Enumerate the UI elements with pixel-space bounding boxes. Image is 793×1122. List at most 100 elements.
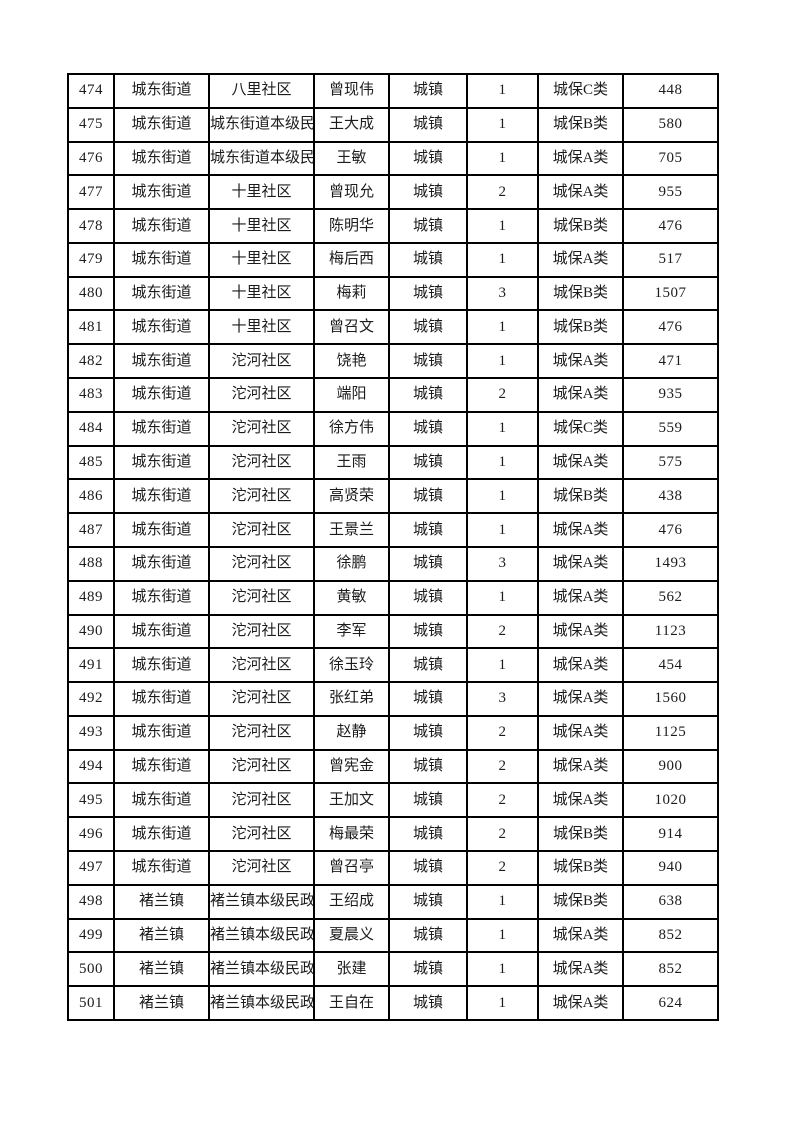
cell-person-count: 1 [466,512,539,548]
cell-street: 城东街道 [113,174,210,211]
cell-insurance-category: 城保A类 [537,512,624,548]
table-row: 481 城东街道 十里社区 曾召文 城镇 1 城保B类 476 [67,309,719,346]
cell-row-number: 495 [67,782,115,819]
cell-community: 十里社区 [208,174,315,211]
cell-household-type: 城镇 [388,478,468,515]
cell-community: 沱河社区 [208,613,315,650]
table-row: 475 城东街道 城东街道本级民政 王大成 城镇 1 城保B类 580 [67,106,719,143]
table-row: 501 褚兰镇 褚兰镇本级民政 王自在 城镇 1 城保A类 624 [67,985,719,1021]
cell-street: 褚兰镇 [113,985,210,1021]
cell-community: 褚兰镇本级民政 [208,985,315,1021]
cell-person-name: 陈明华 [313,208,390,244]
cell-person-count: 1 [466,647,539,684]
cell-community: 沱河社区 [208,512,315,548]
table-row: 487 城东街道 沱河社区 王景兰 城镇 1 城保A类 476 [67,512,719,548]
cell-community: 沱河社区 [208,647,315,684]
cell-street: 城东街道 [113,816,210,852]
cell-row-number: 494 [67,748,115,785]
cell-person-count: 1 [466,343,539,380]
cell-person-count: 2 [466,849,539,886]
cell-insurance-category: 城保B类 [537,106,624,143]
cell-person-name: 王绍成 [313,883,390,920]
cell-person-count: 3 [466,545,539,582]
cell-person-name: 徐鹏 [313,545,390,582]
cell-street: 褚兰镇 [113,883,210,920]
cell-household-type: 城镇 [388,681,468,717]
cell-person-count: 3 [466,275,539,312]
cell-row-number: 500 [67,951,115,988]
cell-row-number: 483 [67,377,115,413]
cell-amount: 580 [622,106,719,143]
cell-insurance-category: 城保A类 [537,545,624,582]
cell-row-number: 479 [67,241,115,278]
cell-person-name: 张建 [313,951,390,988]
cell-insurance-category: 城保A类 [537,241,624,278]
table-row: 485 城东街道 沱河社区 王雨 城镇 1 城保A类 575 [67,444,719,481]
cell-amount: 438 [622,478,719,515]
cell-street: 城东街道 [113,512,210,548]
cell-person-count: 1 [466,917,539,954]
cell-street: 城东街道 [113,241,210,278]
cell-street: 城东街道 [113,309,210,346]
cell-household-type: 城镇 [388,106,468,143]
cell-person-count: 2 [466,174,539,211]
cell-amount: 476 [622,512,719,548]
cell-amount: 1493 [622,545,719,582]
cell-person-name: 王景兰 [313,512,390,548]
table-row: 495 城东街道 沱河社区 王加文 城镇 2 城保A类 1020 [67,782,719,819]
cell-community: 褚兰镇本级民政 [208,951,315,988]
cell-person-count: 2 [466,377,539,413]
cell-person-name: 曾召文 [313,309,390,346]
table-row: 478 城东街道 十里社区 陈明华 城镇 1 城保B类 476 [67,208,719,244]
cell-street: 褚兰镇 [113,951,210,988]
cell-person-name: 曾现伟 [313,73,390,109]
cell-community: 沱河社区 [208,343,315,380]
cell-insurance-category: 城保A类 [537,681,624,717]
cell-community: 沱河社区 [208,545,315,582]
cell-insurance-category: 城保C类 [537,73,624,109]
cell-row-number: 498 [67,883,115,920]
table-row: 484 城东街道 沱河社区 徐方伟 城镇 1 城保C类 559 [67,410,719,447]
table-row: 486 城东街道 沱河社区 高贤荣 城镇 1 城保B类 438 [67,478,719,515]
cell-amount: 517 [622,241,719,278]
cell-household-type: 城镇 [388,883,468,920]
cell-street: 城东街道 [113,748,210,785]
cell-insurance-category: 城保A类 [537,714,624,751]
cell-person-count: 1 [466,309,539,346]
cell-insurance-category: 城保B类 [537,208,624,244]
cell-row-number: 491 [67,647,115,684]
cell-insurance-category: 城保A类 [537,444,624,481]
cell-insurance-category: 城保A类 [537,917,624,954]
cell-community: 十里社区 [208,241,315,278]
table-row: 498 褚兰镇 褚兰镇本级民政 王绍成 城镇 1 城保B类 638 [67,883,719,920]
cell-row-number: 493 [67,714,115,751]
cell-household-type: 城镇 [388,208,468,244]
cell-community: 沱河社区 [208,377,315,413]
cell-household-type: 城镇 [388,241,468,278]
cell-person-count: 1 [466,106,539,143]
cell-community: 沱河社区 [208,579,315,616]
cell-household-type: 城镇 [388,410,468,447]
cell-insurance-category: 城保A类 [537,343,624,380]
cell-street: 城东街道 [113,613,210,650]
cell-row-number: 480 [67,275,115,312]
cell-insurance-category: 城保A类 [537,140,624,177]
cell-row-number: 496 [67,816,115,852]
cell-amount: 705 [622,140,719,177]
cell-person-count: 2 [466,613,539,650]
table-row: 489 城东街道 沱河社区 黄敏 城镇 1 城保A类 562 [67,579,719,616]
table-row: 492 城东街道 沱河社区 张红弟 城镇 3 城保A类 1560 [67,681,719,717]
cell-person-count: 1 [466,883,539,920]
table-row: 488 城东街道 沱河社区 徐鹏 城镇 3 城保A类 1493 [67,545,719,582]
table-row: 483 城东街道 沱河社区 端阳 城镇 2 城保A类 935 [67,377,719,413]
cell-person-name: 张红弟 [313,681,390,717]
cell-community: 沱河社区 [208,444,315,481]
table-row: 482 城东街道 沱河社区 饶艳 城镇 1 城保A类 471 [67,343,719,380]
cell-amount: 914 [622,816,719,852]
cell-person-name: 赵静 [313,714,390,751]
cell-insurance-category: 城保A类 [537,579,624,616]
cell-household-type: 城镇 [388,545,468,582]
cell-insurance-category: 城保C类 [537,410,624,447]
cell-household-type: 城镇 [388,343,468,380]
cell-amount: 1123 [622,613,719,650]
